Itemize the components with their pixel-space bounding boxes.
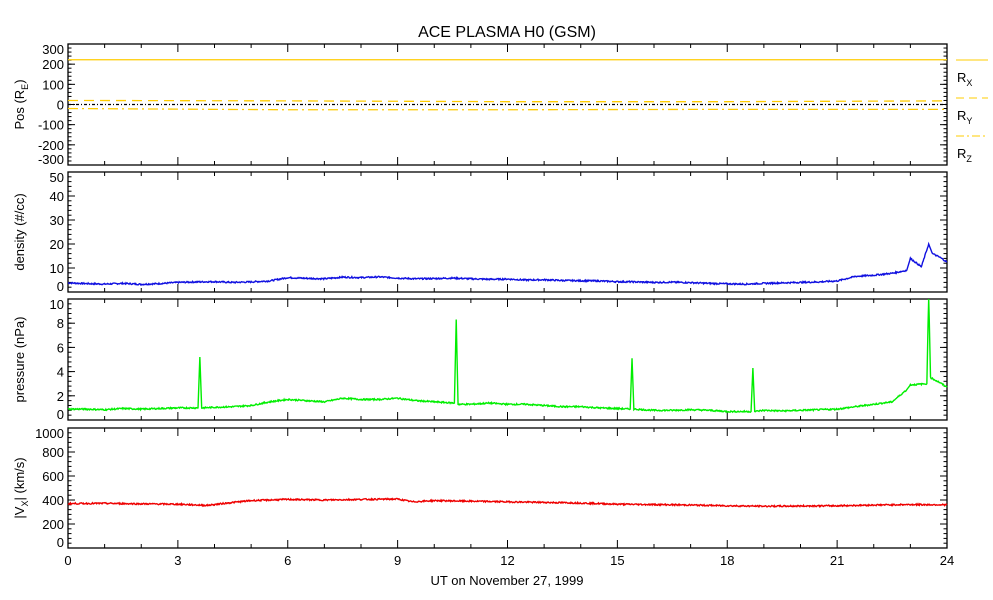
y-tick-label: 1000 bbox=[35, 426, 64, 441]
plot-frame bbox=[67, 171, 948, 293]
y-tick-label: -200 bbox=[38, 138, 64, 153]
y-tick-label: 200 bbox=[42, 57, 64, 72]
y-tick-label: -100 bbox=[38, 118, 64, 133]
y-axis-label: |VX| (km/s) bbox=[12, 457, 30, 518]
chart-title: ACE PLASMA H0 (GSM) bbox=[418, 24, 596, 41]
legend: RX RY RZ bbox=[956, 59, 988, 164]
y-tick-label: 0 bbox=[57, 98, 64, 113]
y-tick-label: 10 bbox=[50, 261, 64, 276]
y-tick-label: 4 bbox=[57, 365, 64, 380]
y-axis-label: Pos (RE) bbox=[12, 79, 30, 129]
y-tick-label: 800 bbox=[42, 445, 64, 460]
y-tick-label: 8 bbox=[57, 316, 64, 331]
y-tick-label: 200 bbox=[42, 517, 64, 532]
x-tick-label: 6 bbox=[284, 553, 291, 568]
y-tick-label: 20 bbox=[50, 237, 64, 252]
y-tick-label: 400 bbox=[42, 493, 64, 508]
x-tick-label: 24 bbox=[940, 553, 954, 568]
legend-ry: RY bbox=[957, 108, 972, 126]
vx-line bbox=[67, 497, 948, 509]
plot-frame bbox=[67, 43, 948, 166]
panel-density: 50 40 30 20 10 0 density (#/cc) bbox=[12, 170, 948, 294]
legend-rx: RX bbox=[957, 70, 972, 88]
legend-rz: RZ bbox=[957, 146, 972, 164]
y-axis-label: pressure (nPa) bbox=[12, 317, 27, 403]
y-tick-label: 100 bbox=[42, 77, 64, 92]
y-tick-label: 0 bbox=[57, 279, 64, 294]
x-tick-label: 9 bbox=[394, 553, 401, 568]
y-tick-label: 2 bbox=[57, 389, 64, 404]
x-tick-label: 3 bbox=[174, 553, 181, 568]
x-tick-label: 12 bbox=[500, 553, 514, 568]
y-tick-label: 0 bbox=[57, 535, 64, 550]
panel-vx: 1000 800 600 400 200 0 |VX| (km/s) 0 3 6 9 12 15 18 21… bbox=[12, 426, 954, 568]
x-tick-label: 21 bbox=[830, 553, 844, 568]
x-tick-label: 15 bbox=[610, 553, 624, 568]
y-tick-label: -300 bbox=[38, 152, 64, 167]
y-tick-label: 300 bbox=[42, 42, 64, 57]
density-line bbox=[67, 241, 948, 286]
y-tick-label: 40 bbox=[50, 189, 64, 204]
x-tick-label: 0 bbox=[64, 553, 71, 568]
y-tick-label: 30 bbox=[50, 213, 64, 228]
panel-pressure: 10 8 6 4 2 0 pressure (nPa) bbox=[12, 297, 948, 422]
y-tick-label: 0 bbox=[57, 407, 64, 422]
plot-frame bbox=[67, 427, 948, 549]
x-axis-label: UT on November 27, 1999 bbox=[431, 573, 584, 588]
series-dashed-ry bbox=[67, 99, 948, 103]
y-axis-label: density (#/cc) bbox=[12, 193, 27, 270]
y-tick-label: 6 bbox=[57, 340, 64, 355]
pressure-line bbox=[67, 298, 948, 414]
y-tick-label: 10 bbox=[50, 297, 64, 312]
series-dashdot-rz bbox=[67, 107, 947, 111]
y-tick-label: 50 bbox=[50, 170, 64, 185]
x-tick-label: 18 bbox=[720, 553, 734, 568]
y-tick-label: 600 bbox=[42, 469, 64, 484]
